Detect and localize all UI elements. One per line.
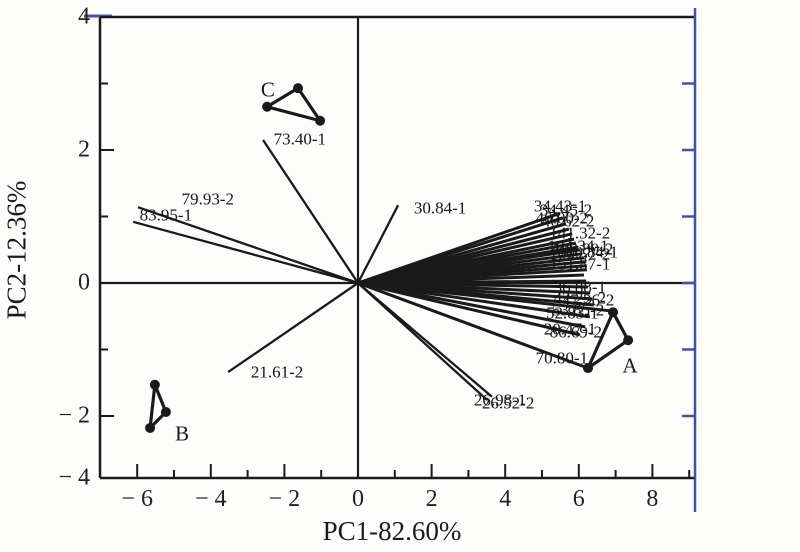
data-point (293, 83, 304, 94)
vector-label: 86.69-2 (549, 322, 603, 342)
y-tick-label: 4 (78, 3, 90, 30)
x-tick-label: − 4 (195, 486, 227, 512)
vector-label: 36.88-1 (553, 277, 607, 297)
x-tick-label: 8 (646, 486, 659, 512)
vector-label: 52.83-1 (545, 303, 599, 323)
data-point (145, 422, 156, 433)
data-point (583, 363, 593, 374)
loading-vector (227, 282, 359, 374)
vector-label: 70.80-1 (535, 348, 589, 368)
cluster-edge (148, 384, 157, 429)
loading-vector (357, 281, 581, 337)
vector-label: 104.34-1 (547, 236, 609, 256)
y-tick-label: 0 (78, 269, 90, 296)
vector-label: 30.84-1 (413, 198, 467, 218)
x-tick-label: 0 (352, 486, 364, 512)
vector-label: 46.62-2 (541, 211, 595, 231)
vector-label: 34.43-1 (533, 196, 587, 216)
cluster-label: A (622, 353, 638, 378)
loading-vector (357, 281, 612, 313)
cluster-label: C (260, 77, 275, 102)
loading-vector (357, 281, 589, 370)
data-point (262, 101, 273, 112)
x-tick-label: 4 (499, 486, 512, 512)
vector-label: 110.84-1 (557, 242, 619, 262)
vector-label: 47.26-2 (561, 290, 615, 310)
loading-vector (137, 206, 359, 285)
cluster-edge (266, 86, 299, 109)
loading-vector (262, 139, 359, 284)
loading-vector (357, 282, 493, 398)
x-tick-label: 2 (425, 486, 438, 512)
y-tick-label: 2 (78, 136, 90, 163)
data-point (160, 407, 171, 418)
cluster-edge (296, 87, 322, 122)
vector-label: 83.95-1 (139, 205, 193, 225)
loading-vector (356, 204, 400, 284)
cluster-edge (611, 311, 630, 341)
vector-label: 53.85-2 (551, 300, 605, 320)
vector-label: 34.45-2 (539, 200, 593, 220)
x-tick-label: − 2 (268, 486, 301, 512)
vector-label: 20.47-1 (543, 319, 597, 339)
cluster-label: B (175, 421, 190, 446)
data-point (623, 335, 634, 346)
x-tick-label: − 6 (121, 486, 153, 512)
vector-label: 21.61-2 (250, 362, 304, 382)
vector-label: 151.87-1 (549, 254, 611, 274)
x-axis-title: PC1-82.60% (322, 516, 462, 546)
cluster-edge (587, 338, 630, 370)
data-point (608, 307, 619, 318)
data-point (315, 115, 326, 126)
vector-label: 73.40-1 (273, 129, 327, 149)
vector-label: 108.80-2 (552, 239, 614, 259)
cluster-edge (266, 105, 321, 123)
vector-label: 42.25-2 (553, 288, 607, 308)
cluster-edge (586, 311, 615, 369)
vector-label: 141.32-2 (549, 223, 611, 243)
vector-label: 26.98-1 (473, 390, 527, 410)
y-tick-label: − 4 (58, 464, 90, 491)
x-tick-label: 6 (572, 486, 585, 512)
vector-label: 100.57-2 (549, 244, 611, 264)
vector-label: 40.00-2 (535, 208, 589, 228)
vector-label: 79.93-2 (181, 189, 235, 209)
data-point (149, 379, 160, 390)
loading-vector (132, 220, 359, 285)
y-tick-label: − 2 (58, 402, 90, 429)
loading-vector (357, 281, 591, 319)
vector-label: 26.52-2 (481, 393, 535, 413)
y-axis-title: PC2-12.36% (1, 180, 32, 320)
